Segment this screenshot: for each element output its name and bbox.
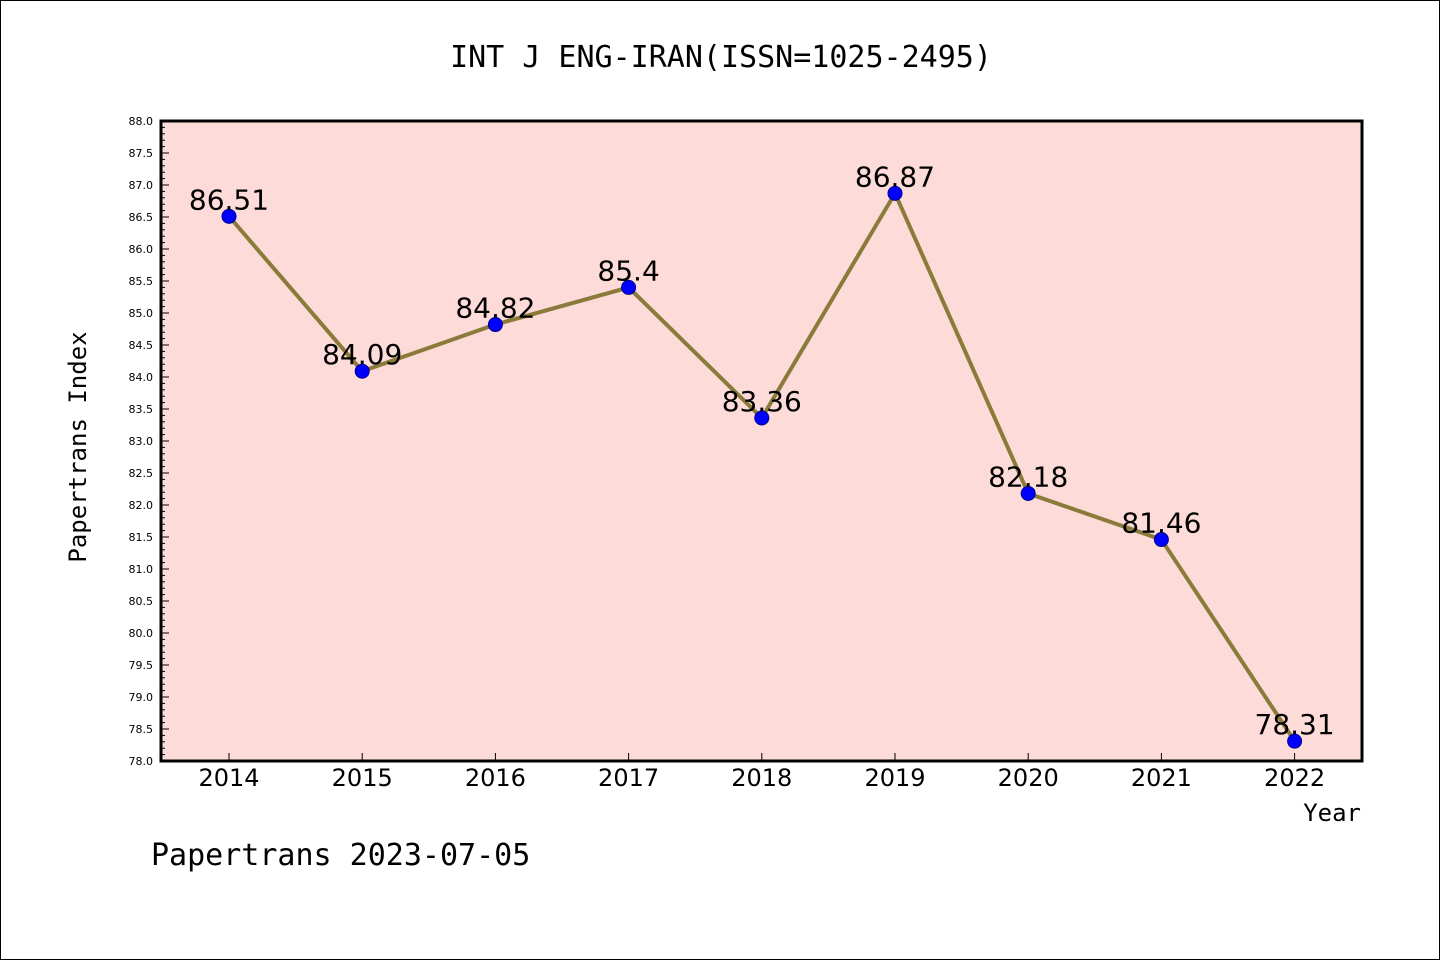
data-point-label: 81.46 (1121, 507, 1201, 540)
data-point-label: 86.51 (189, 183, 269, 216)
x-tick-label: 2020 (998, 764, 1059, 792)
x-axis-ticks: 2014 2015 2016 2017 2018 2019 2020 2021 2022 (198, 753, 1325, 792)
y-tick-label: 85.5 (129, 275, 154, 288)
chart-title: INT J ENG-IRAN(ISSN=1025-2495) (450, 40, 992, 75)
y-axis-ticks: 78.0 78.5 79.0 79.5 80.0 80.5 81.0 81.5 82.0 82.5… (129, 115, 169, 768)
y-tick-label: 84.0 (129, 371, 154, 384)
y-tick-label: 85.0 (129, 307, 154, 320)
data-point-marker (621, 279, 637, 295)
x-tick-label: 2015 (332, 764, 393, 792)
y-tick-label: 78.0 (129, 755, 154, 768)
y-tick-label: 78.5 (129, 723, 154, 736)
data-point-marker (754, 410, 770, 426)
y-tick-label: 86.0 (129, 243, 154, 256)
y-tick-label: 82.0 (129, 499, 154, 512)
x-tick-label: 2022 (1264, 764, 1325, 792)
data-point-label: 86.87 (855, 160, 935, 193)
plot-area (161, 121, 1362, 761)
x-tick-label: 2016 (465, 764, 526, 792)
data-point-marker (1287, 733, 1303, 749)
data-point-label: 84.82 (455, 292, 535, 325)
data-point-label: 83.36 (722, 385, 802, 418)
x-tick-label: 2018 (731, 764, 792, 792)
y-tick-label: 87.5 (129, 147, 154, 160)
y-axis-label: Papertrans Index (64, 331, 92, 562)
data-labels: 86.51 84.09 84.82 85.4 83.36 86.87 82.18 81.46 7… (189, 160, 1335, 741)
data-point-label: 84.09 (322, 338, 402, 371)
data-point-marker (221, 208, 237, 224)
y-tick-label: 87.0 (129, 179, 154, 192)
plot-border (159, 119, 1364, 763)
y-tick-label: 83.5 (129, 403, 154, 416)
x-tick-label: 2017 (598, 764, 659, 792)
data-point-marker (354, 363, 370, 379)
y-tick-label: 79.5 (129, 659, 154, 672)
y-tick-label: 80.5 (129, 595, 154, 608)
y-tick-label: 83.0 (129, 435, 154, 448)
data-point-marker (887, 185, 903, 201)
data-point-marker (1153, 532, 1169, 548)
y-tick-label: 81.5 (129, 531, 154, 544)
footer-date: Papertrans 2023-07-05 (151, 838, 530, 873)
y-tick-label: 88.0 (129, 115, 154, 128)
data-point-marker (1020, 485, 1036, 501)
x-tick-label: 2019 (864, 764, 925, 792)
data-markers (221, 185, 1303, 749)
data-point-label: 85.4 (597, 254, 659, 287)
data-point-label: 78.31 (1255, 708, 1335, 741)
y-tick-label: 82.5 (129, 467, 154, 480)
y-tick-label: 80.0 (129, 627, 154, 640)
y-tick-label: 84.5 (129, 339, 154, 352)
data-point-marker (487, 317, 503, 333)
x-tick-label: 2014 (198, 764, 259, 792)
y-tick-label: 79.0 (129, 691, 154, 704)
y-tick-label: 86.5 (129, 211, 154, 224)
data-point-label: 82.18 (988, 460, 1068, 493)
x-tick-label: 2021 (1131, 764, 1192, 792)
y-tick-label: 81.0 (129, 563, 154, 576)
x-axis-label: Year (1303, 799, 1361, 827)
